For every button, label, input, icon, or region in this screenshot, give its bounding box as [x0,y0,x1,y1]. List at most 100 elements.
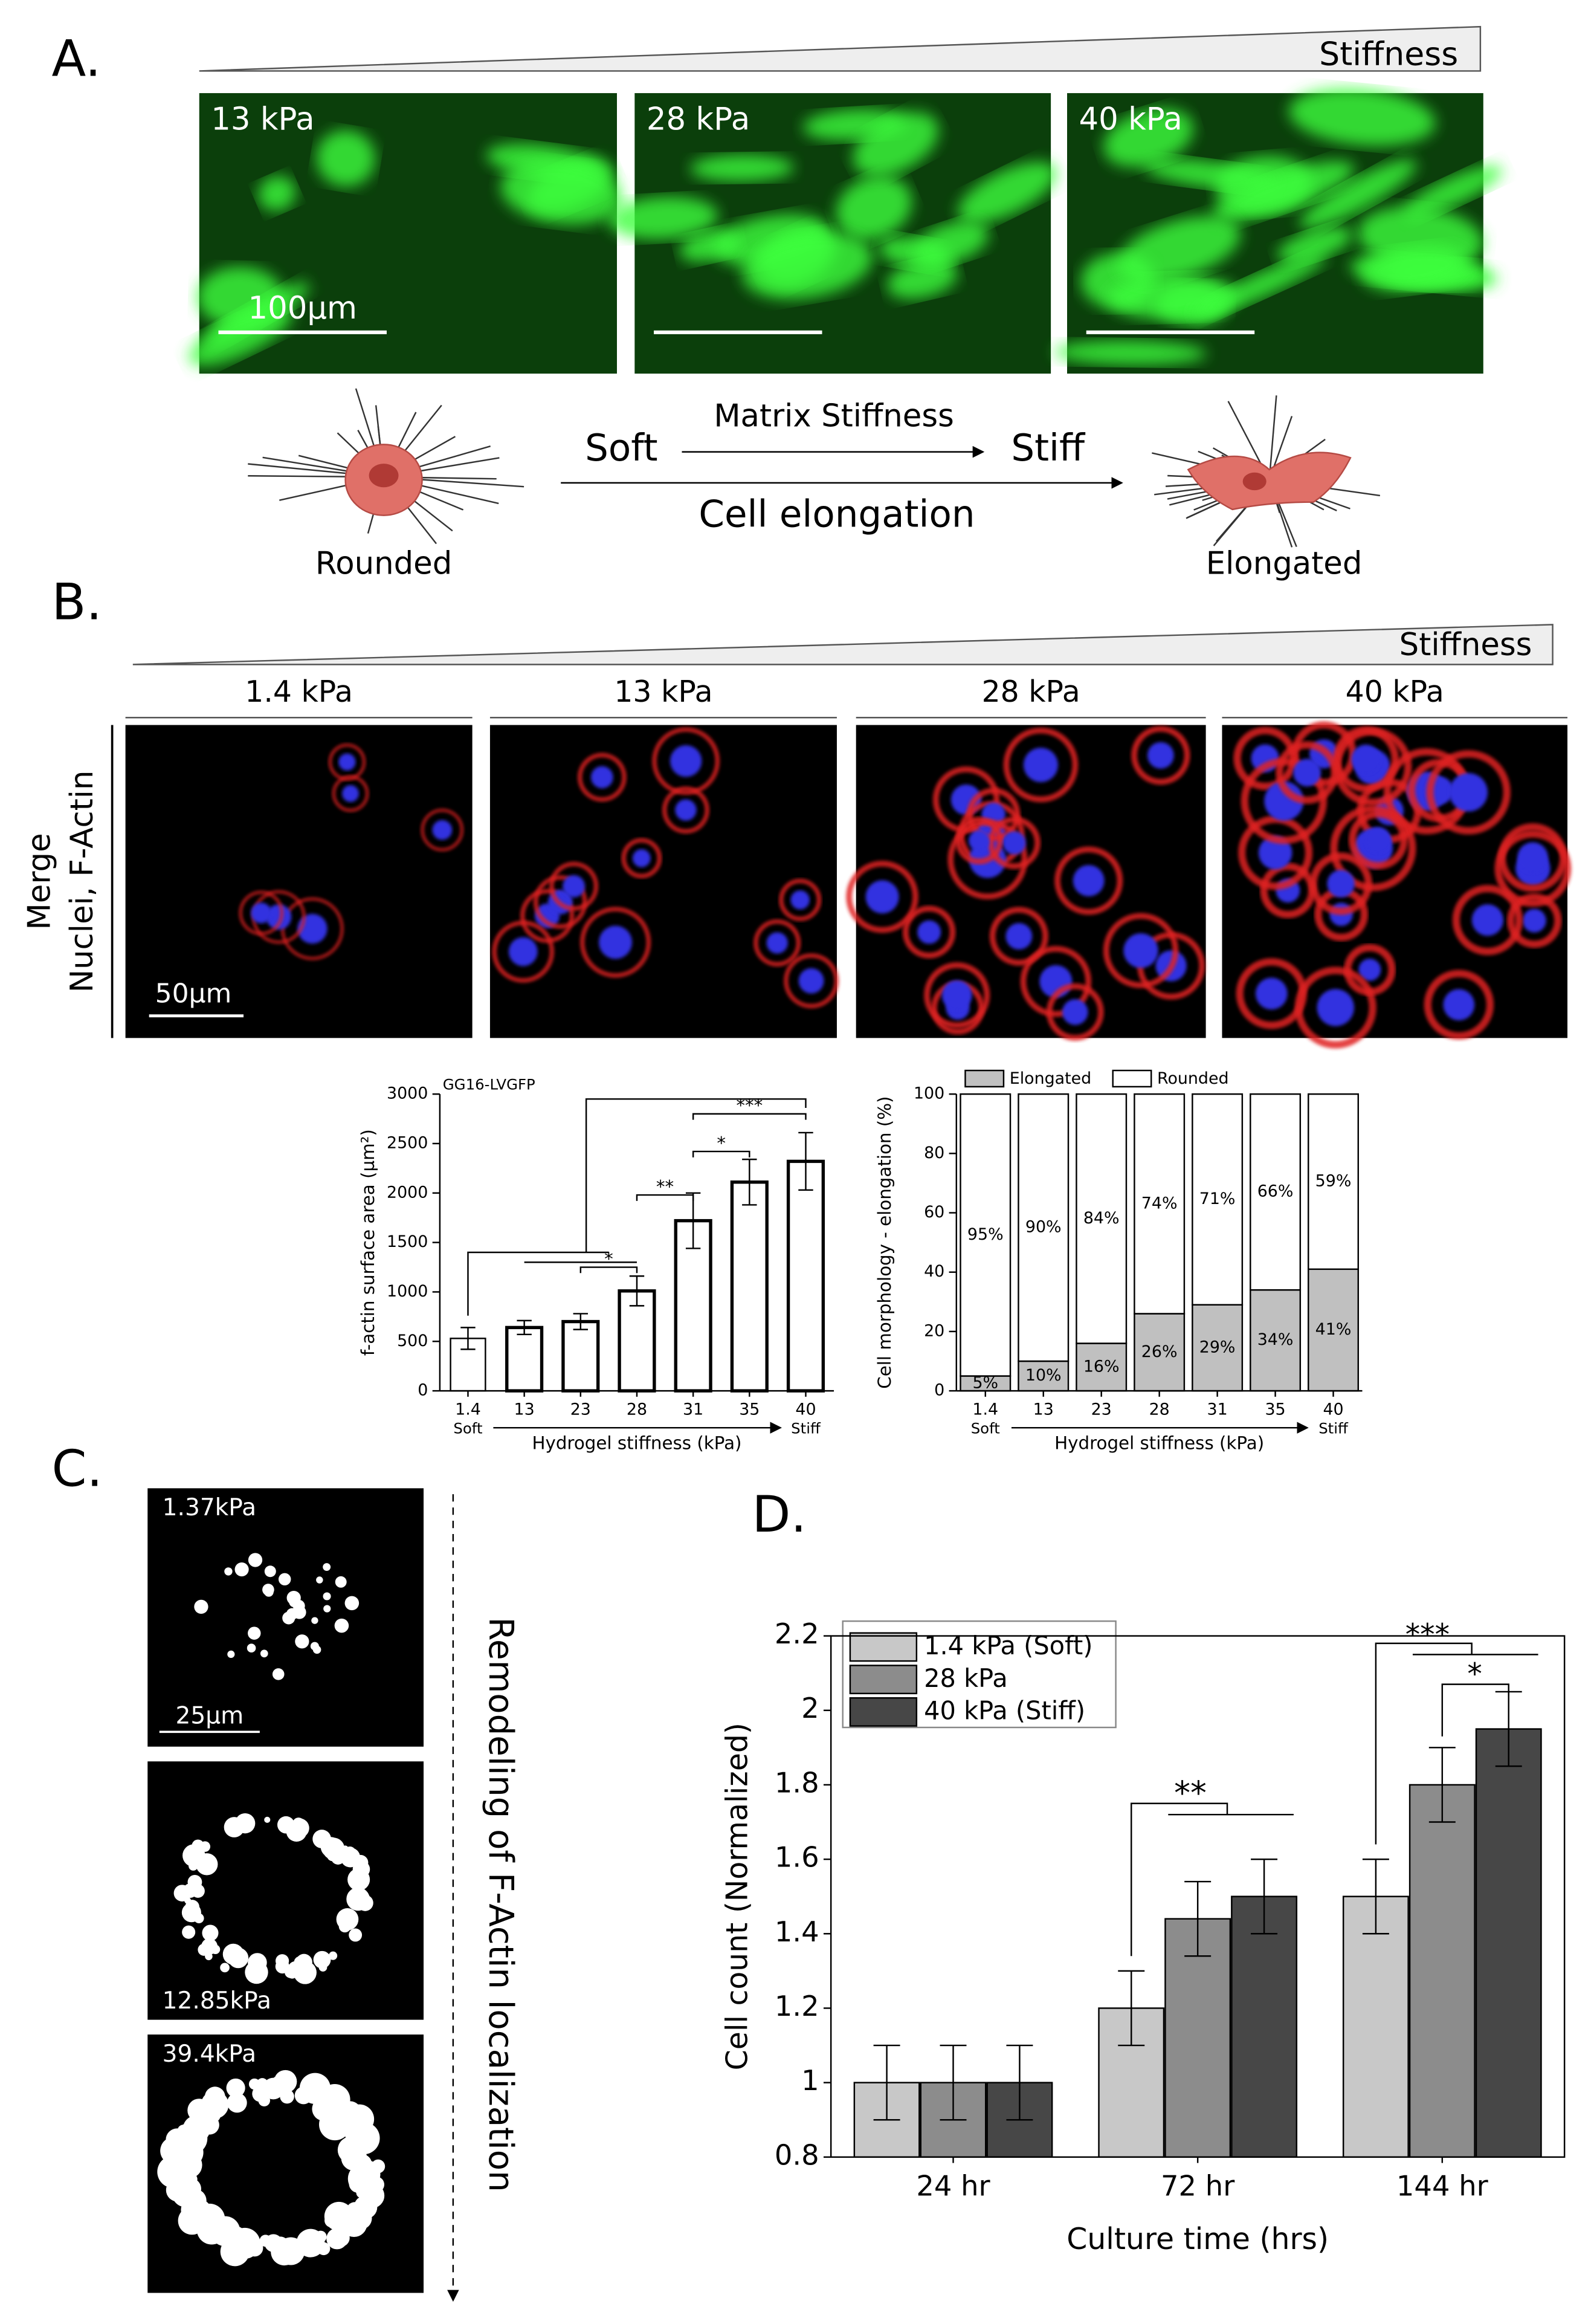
f-actin [280,2089,294,2104]
f-actin [272,1668,285,1680]
nucleus [632,849,651,867]
row-label: Nuclei, F-Actin [64,771,100,993]
f-actin [227,1650,235,1659]
x-end-label: Stiff [791,1420,821,1437]
f-actin [186,2170,196,2180]
f-actin [336,2102,363,2129]
f-actin [621,838,662,879]
f-actin [955,817,1003,865]
nucleus [1449,773,1488,812]
cell [1299,159,1417,229]
f-actin [296,2229,325,2258]
f-actin [227,2235,234,2242]
value-label: 34% [1257,1330,1294,1349]
f-actin [323,1592,331,1601]
f-actin [245,1960,268,1984]
nucleus [941,980,972,1011]
bar-segment [1308,1268,1360,1392]
nucleus [1062,999,1088,1025]
nucleus [1471,904,1503,936]
cell [1288,88,1436,146]
legend-label: Elongated [1010,1069,1092,1088]
x-tick-label: 35 [739,1400,760,1419]
f-actin [182,1844,205,1867]
f-actin [248,1626,261,1640]
f-actin [187,1874,202,1889]
nucleus [342,785,359,802]
f-actin [1333,726,1399,792]
f-actin [220,1963,230,1973]
f-actin [316,1576,323,1584]
f-actin [224,1567,233,1576]
significance-label: ** [1174,1774,1207,1812]
nucleus [432,820,453,840]
y-tick-label: 60 [924,1203,944,1222]
f-actin [1054,846,1123,915]
arrow-label: Matrix Stiffness [714,398,953,434]
f-actin [902,905,956,959]
f-actin [328,743,366,781]
bar [1231,1895,1298,2158]
f-actin [349,1928,363,1942]
stiffness-wedge [132,624,1554,665]
image-label: 39.4kPa [163,2041,256,2068]
nucleus [1123,933,1158,968]
f-actin [357,1895,373,1911]
nucleus [798,968,824,994]
significance-label: ** [656,1176,674,1197]
nucleus [1242,472,1266,491]
f-actin [1046,983,1104,1041]
f-actin [784,953,839,1009]
f-actin [295,1953,312,1971]
nucleus [251,902,272,924]
value-label: 41% [1315,1320,1352,1339]
x-tick-label: 13 [514,1400,535,1419]
y-tick-label: 1.6 [775,1841,819,1874]
y-tick-label: 20 [924,1321,944,1340]
x-tick-label: 72 hr [1161,2170,1235,2203]
stiff-label: Stiff [1011,427,1086,470]
bar [1475,1728,1542,2158]
nucleus [865,880,899,914]
f-actin [312,1830,331,1848]
cell [1212,161,1355,221]
f-actin [312,2097,336,2121]
state-label: Elongated [1206,546,1363,582]
f-actin [194,1599,208,1614]
value-label: 90% [1025,1218,1062,1237]
f-actin [988,817,1041,869]
f-actin [1309,852,1372,915]
f-actin [1238,815,1313,890]
f-actin [275,1959,289,1974]
x-tick-label: 23 [1091,1400,1112,1419]
nucleus [670,745,702,777]
error-bar [940,2044,967,2121]
f-actin [989,907,1048,966]
f-actin [324,2213,339,2228]
error-bar [1428,1747,1456,1823]
f-actin [1494,830,1572,907]
nucleus [1147,742,1174,769]
error-bar [685,1192,701,1249]
f-actin [181,1903,201,1923]
cell [742,232,873,299]
legend-swatch [849,1665,918,1695]
value-label: 71% [1199,1190,1236,1208]
f-actin [332,775,369,812]
value-label: 84% [1083,1209,1120,1228]
f-actin [274,2070,297,2093]
f-actin [289,1596,300,1608]
f-actin [352,1860,370,1878]
x-axis-label: Culture time (hrs) [1066,2222,1329,2256]
scale-bar-label: 25µm [176,1702,244,1729]
elongated-cell [1187,452,1352,511]
f-actin [1330,805,1416,892]
error-bar [629,1275,645,1307]
nucleus [563,875,586,898]
stiffness-wedge [199,25,1482,72]
cell [886,259,958,299]
f-actin [1426,750,1511,835]
panel-label: D. [752,1485,807,1544]
cell [913,221,989,265]
legend-label: 40 kPa (Stiff) [924,1696,1085,1726]
